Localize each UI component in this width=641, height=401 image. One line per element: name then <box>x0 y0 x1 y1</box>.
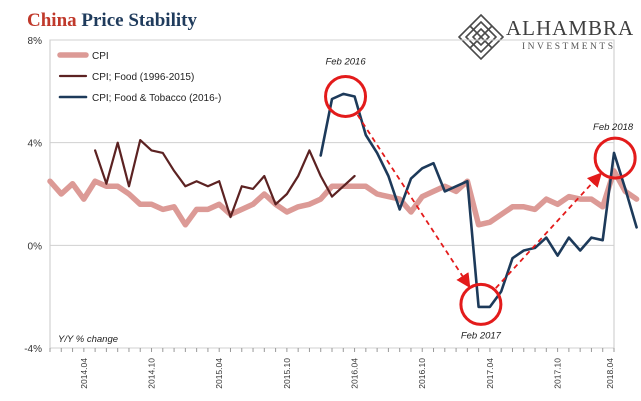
title-price-stability: Price Stability <box>81 10 197 31</box>
y-tick-label: 4% <box>28 139 43 150</box>
plot-area-frame <box>49 39 615 349</box>
x-tick-label: 2015.10 <box>282 358 292 389</box>
annotation-label-1: Feb 2017 <box>461 330 502 341</box>
legend-label-2: CPI; Food & Tobacco (2016-) <box>92 93 221 104</box>
y-tick-label: 8% <box>28 36 43 47</box>
annotation-arrow-1 <box>495 172 603 289</box>
logo-subtitle: INVESTMENTS <box>522 42 616 52</box>
annotation-label-2: Feb 2018 <box>593 122 634 133</box>
y-axis-note: Y/Y % change <box>58 334 118 345</box>
legend-label-0: CPI <box>92 51 109 62</box>
title-china: China <box>27 10 77 31</box>
series-line-1 <box>93 139 356 219</box>
y-tick-label: 0% <box>28 241 43 252</box>
series-line-2 <box>319 92 638 309</box>
x-tick-label: 2016.10 <box>417 358 427 389</box>
annotation-circle-0 <box>324 74 368 118</box>
x-tick-label: 2017.10 <box>553 358 563 389</box>
legend-label-1: CPI; Food (1996-2015) <box>92 72 194 83</box>
annotation-arrow-0 <box>356 114 471 289</box>
series-line-0 <box>47 168 640 228</box>
chart-title: China Price Stability <box>27 10 197 32</box>
x-tick-label: 2014.10 <box>147 358 157 389</box>
x-tick-label: 2018.04 <box>605 358 615 389</box>
logo-brand: ALHAMBRA <box>506 16 635 40</box>
diamond-lattice-icon <box>458 14 504 60</box>
y-tick-label: -4% <box>24 344 42 355</box>
annotation-circle-2 <box>593 136 637 180</box>
x-tick-label: 2016.04 <box>350 358 360 389</box>
x-tick-label: 2015.04 <box>214 358 224 389</box>
x-tick-label: 2014.04 <box>79 358 89 389</box>
annotation-circle-1 <box>459 282 503 326</box>
annotation-label-0: Feb 2016 <box>325 56 366 67</box>
alhambra-logo: ALHAMBRA INVESTMENTS <box>458 8 636 68</box>
x-tick-label: 2017.04 <box>485 358 495 389</box>
